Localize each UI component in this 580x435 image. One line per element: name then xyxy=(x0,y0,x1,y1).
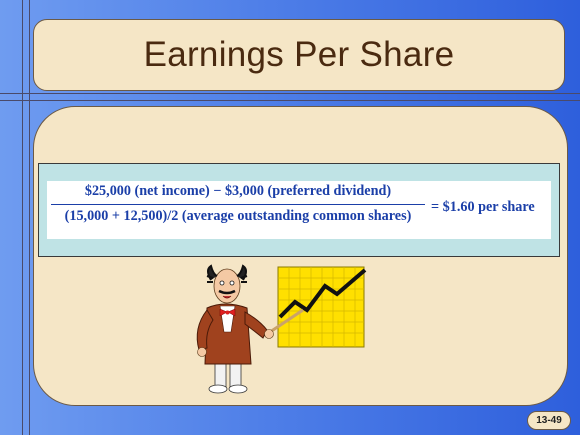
slide-number-badge: 13-49 xyxy=(527,411,571,430)
slide-title: Earnings Per Share xyxy=(143,35,455,74)
formula-denominator: (15,000 + 12,500)/2 (average outstanding… xyxy=(64,208,412,224)
formula-numerator: $25,000 (net income) − $3,000 (preferred… xyxy=(84,183,392,199)
formula-result: = $1.60 per share xyxy=(431,199,535,215)
frame-line-horizontal-lower xyxy=(0,100,580,101)
slide-number: 13-49 xyxy=(536,415,562,426)
eps-fraction: $25,000 (net income) − $3,000 (preferred… xyxy=(51,183,425,225)
rising-chart-icon xyxy=(277,266,367,348)
presenter-clipart xyxy=(196,264,367,394)
formula-box xyxy=(47,181,551,239)
frame-line-vertical-left xyxy=(22,0,23,435)
frame-line-horizontal xyxy=(0,93,580,94)
title-panel: Earnings Per Share xyxy=(33,19,565,91)
fraction-bar xyxy=(51,204,425,205)
frame-line-vertical-left-inner xyxy=(29,0,30,435)
